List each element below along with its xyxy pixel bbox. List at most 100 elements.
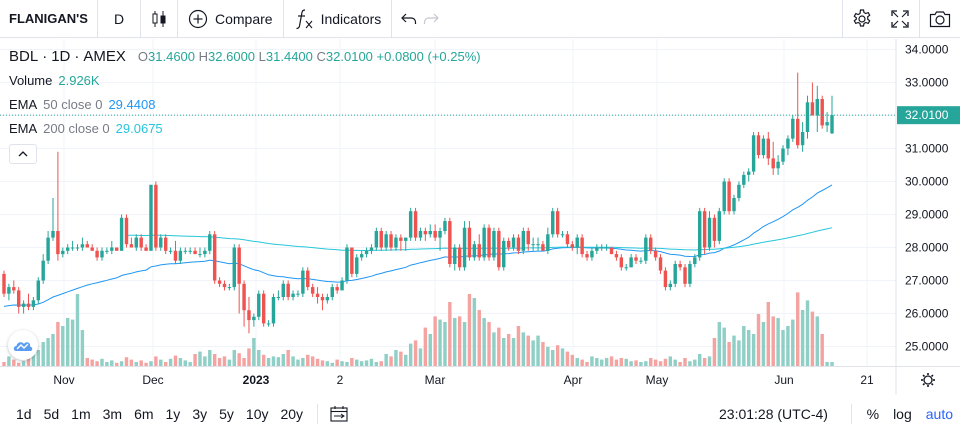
log-scale-toggle[interactable]: log bbox=[893, 406, 912, 422]
candle-body bbox=[335, 287, 339, 291]
volume-bar bbox=[51, 334, 55, 366]
candle-body bbox=[825, 122, 829, 126]
range-3m[interactable]: 3m bbox=[102, 406, 123, 422]
volume-bar bbox=[129, 359, 134, 366]
volume-bar bbox=[315, 358, 320, 366]
auto-scale-toggle[interactable]: auto bbox=[925, 406, 953, 422]
candle-body bbox=[61, 250, 65, 255]
grid bbox=[0, 39, 896, 366]
candle-body bbox=[717, 211, 722, 241]
candle-body bbox=[247, 310, 251, 321]
volume-bar bbox=[609, 356, 614, 366]
price-chart[interactable]: 34.000033.000032.000031.000030.000029.00… bbox=[0, 39, 960, 395]
date-range-button[interactable] bbox=[326, 395, 352, 433]
snapshot-button[interactable] bbox=[920, 0, 960, 38]
candle-body bbox=[683, 267, 687, 284]
volume-bar bbox=[232, 350, 236, 366]
volume-bar bbox=[394, 350, 398, 366]
range-1d[interactable]: 1d bbox=[16, 406, 32, 422]
volume-bar bbox=[506, 334, 511, 366]
symbol-search[interactable]: FLANIGAN'S bbox=[0, 0, 98, 38]
y-tick-label: 28.0000 bbox=[905, 241, 949, 255]
candle-body bbox=[693, 257, 697, 264]
candle-body bbox=[619, 257, 624, 268]
fullscreen-button[interactable] bbox=[881, 0, 919, 38]
x-tick-label: Dec bbox=[142, 373, 163, 387]
indicators-button[interactable]: Indicators bbox=[284, 0, 393, 38]
settings-button[interactable] bbox=[843, 0, 881, 38]
price-axis[interactable]: 34.000033.000032.000031.000030.000029.00… bbox=[895, 39, 960, 395]
candle-body bbox=[36, 280, 41, 301]
legend-ema50-row[interactable]: EMA 50 close 0 29.4408 bbox=[9, 93, 481, 117]
interval-button[interactable]: D bbox=[98, 0, 141, 38]
volume-bar bbox=[379, 361, 383, 366]
candle-body bbox=[712, 217, 717, 241]
range-1y[interactable]: 1y bbox=[165, 406, 181, 422]
x-tick-label: Jun bbox=[774, 373, 793, 387]
candle-body bbox=[511, 237, 516, 248]
ema50-params: 50 close 0 bbox=[43, 97, 103, 112]
candle-body bbox=[702, 211, 707, 248]
candle-body bbox=[795, 118, 800, 146]
high-label: H bbox=[198, 49, 209, 64]
volume-bar bbox=[266, 358, 271, 366]
redo-icon[interactable] bbox=[422, 10, 440, 28]
volume-bar bbox=[467, 294, 472, 366]
volume-bar bbox=[168, 358, 173, 366]
candle-body bbox=[389, 234, 393, 248]
ema200-label: EMA bbox=[9, 121, 38, 136]
legend-volume-row[interactable]: Volume 2.926K bbox=[9, 69, 481, 93]
y-tick-label: 34.0000 bbox=[905, 43, 949, 57]
volume-value: 2.926K bbox=[58, 73, 100, 88]
candle-body bbox=[570, 244, 575, 248]
volume-bar bbox=[257, 350, 261, 366]
volume-bar bbox=[541, 342, 545, 366]
volume-bars bbox=[2, 292, 834, 366]
undo-icon[interactable] bbox=[400, 10, 418, 28]
volume-bar bbox=[404, 354, 408, 366]
range-6m[interactable]: 6m bbox=[134, 406, 154, 422]
candle-body bbox=[555, 211, 560, 235]
chart-area[interactable]: 34.000033.000032.000031.000030.000029.00… bbox=[0, 39, 960, 395]
volume-bar bbox=[698, 354, 702, 366]
volume-bar bbox=[590, 356, 594, 366]
clock[interactable]: 23:01:28 (UTC-4) bbox=[719, 406, 828, 422]
high-value: 32.6000 bbox=[208, 49, 256, 64]
chart-legend: BDL · 1D · AMEX O31.4600 H32.6000 L31.44… bbox=[9, 45, 481, 164]
range-5d[interactable]: 5d bbox=[43, 406, 60, 422]
candle-body bbox=[565, 234, 570, 245]
chart-type-button[interactable] bbox=[141, 0, 178, 38]
volume-bar bbox=[100, 358, 104, 366]
gear-icon[interactable] bbox=[921, 373, 935, 387]
volume-bar bbox=[717, 322, 722, 366]
legend-ohlc: O31.4600 H32.6000 L31.4400 C32.0100 +0.0… bbox=[138, 45, 481, 69]
volume-bar bbox=[144, 362, 148, 366]
volume-bar bbox=[688, 361, 692, 366]
volume-bar bbox=[350, 358, 354, 366]
volume-bar bbox=[492, 332, 496, 366]
compare-button[interactable]: Compare bbox=[178, 0, 284, 38]
volume-bar bbox=[90, 359, 94, 366]
x-tick-label: 21 bbox=[860, 373, 874, 387]
candle-body bbox=[761, 138, 766, 156]
legend-collapse-button[interactable] bbox=[9, 144, 37, 164]
range-10y[interactable]: 10y bbox=[245, 406, 269, 422]
range-5y[interactable]: 5y bbox=[219, 406, 234, 422]
legend-ema200-row[interactable]: EMA 200 close 0 29.0675 bbox=[9, 117, 481, 141]
range-1m[interactable]: 1m bbox=[71, 406, 91, 422]
candle-body bbox=[227, 287, 232, 289]
x-tick-label: 2023 bbox=[243, 373, 270, 387]
percent-scale-toggle[interactable]: % bbox=[866, 406, 880, 422]
volume-bar bbox=[644, 361, 648, 366]
range-20y[interactable]: 20y bbox=[280, 406, 304, 422]
time-axis[interactable]: Nov Dec 2023 2 Mar Apr May Jun 21 bbox=[0, 366, 960, 388]
range-3y[interactable]: 3y bbox=[192, 406, 208, 422]
volume-bar bbox=[443, 322, 447, 366]
volume-bar bbox=[457, 316, 462, 366]
volume-bar bbox=[511, 338, 516, 366]
volume-bar bbox=[65, 318, 70, 366]
candles bbox=[2, 72, 834, 334]
candle-body bbox=[75, 247, 80, 249]
candle-body bbox=[2, 273, 6, 294]
candle-body bbox=[168, 250, 173, 252]
